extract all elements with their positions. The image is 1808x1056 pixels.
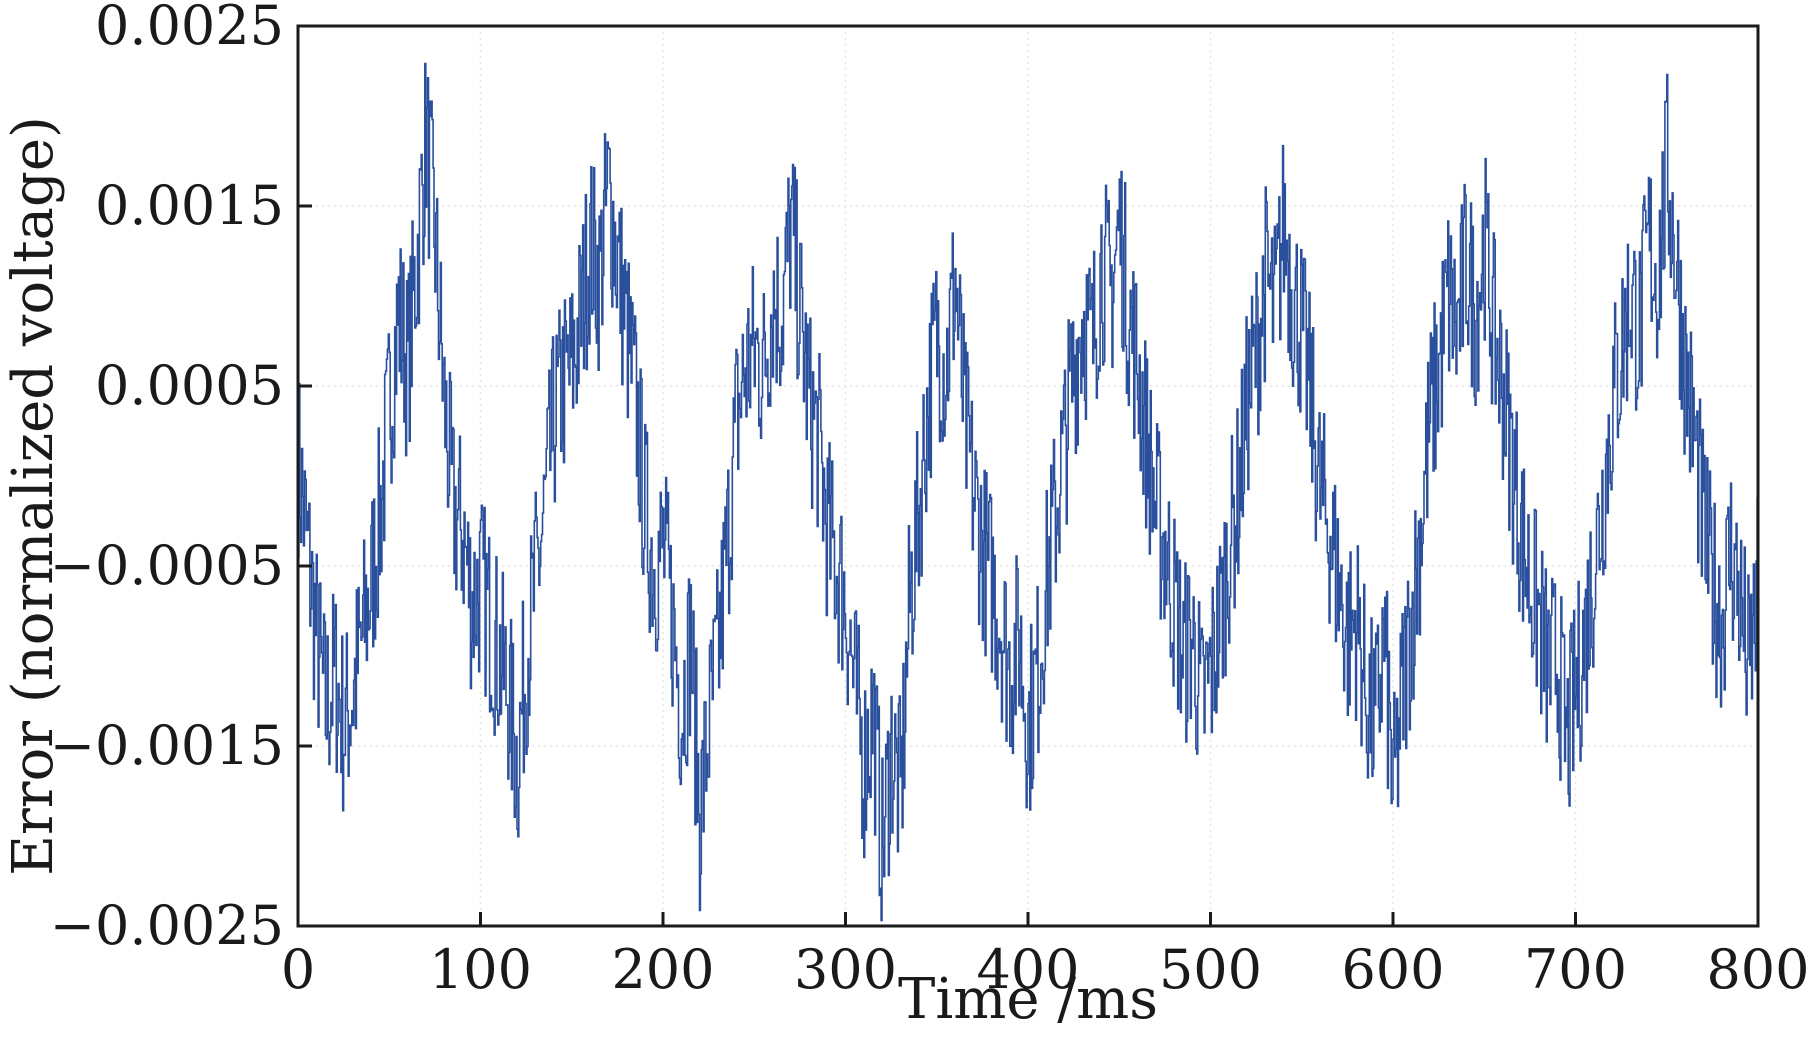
x-tick-label: 800 bbox=[1706, 938, 1808, 1001]
y-tick-label: −0.0015 bbox=[50, 714, 284, 777]
x-axis-title: Time /ms bbox=[898, 967, 1158, 1032]
series-line bbox=[298, 62, 1759, 922]
y-tick-label: 0.0015 bbox=[95, 174, 284, 237]
x-tick-label: 300 bbox=[794, 938, 897, 1001]
y-axis-ticks: −0.0025 −0.0015 −0.0005 0.0005 0.0015 0.0025 bbox=[50, 0, 312, 957]
x-tick-label: 100 bbox=[429, 938, 532, 1001]
x-tick-label: 200 bbox=[611, 938, 714, 1001]
x-tick-label: 400 bbox=[976, 938, 1079, 1001]
y-tick-label: 0.0005 bbox=[95, 354, 284, 417]
x-axis-ticks: 0 100 200 300 400 500 600 700 800 bbox=[281, 912, 1808, 1001]
x-tick-label: 600 bbox=[1341, 938, 1444, 1001]
y-tick-label: −0.0025 bbox=[50, 894, 284, 957]
y-axis-title: Error (normalized voltage) bbox=[1, 116, 66, 876]
x-tick-label: 0 bbox=[281, 938, 315, 1001]
y-tick-label: −0.0005 bbox=[50, 534, 284, 597]
x-tick-label: 500 bbox=[1159, 938, 1262, 1001]
series-group bbox=[298, 62, 1759, 922]
x-tick-label: 700 bbox=[1524, 938, 1627, 1001]
y-tick-label: 0.0025 bbox=[95, 0, 284, 57]
